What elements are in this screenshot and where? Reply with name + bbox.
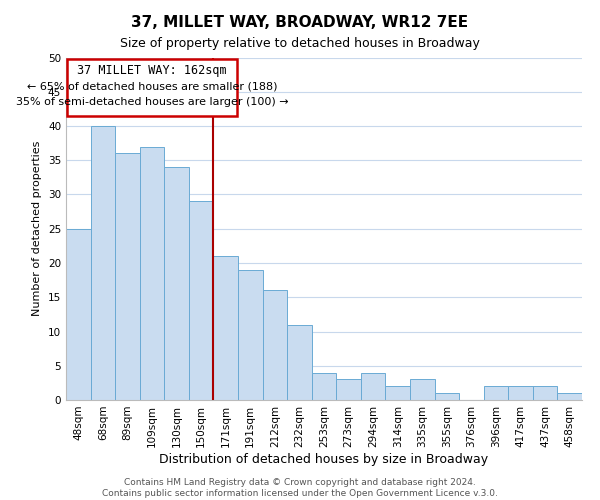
Bar xyxy=(287,324,312,400)
Y-axis label: Number of detached properties: Number of detached properties xyxy=(32,141,43,316)
X-axis label: Distribution of detached houses by size in Broadway: Distribution of detached houses by size … xyxy=(160,452,488,466)
Bar xyxy=(91,126,115,400)
Text: Size of property relative to detached houses in Broadway: Size of property relative to detached ho… xyxy=(120,38,480,51)
Bar xyxy=(66,229,91,400)
Bar xyxy=(508,386,533,400)
Bar xyxy=(312,372,336,400)
Bar xyxy=(385,386,410,400)
Bar xyxy=(557,393,582,400)
Text: 35% of semi-detached houses are larger (100) →: 35% of semi-detached houses are larger (… xyxy=(16,97,289,107)
Bar xyxy=(434,393,459,400)
Bar xyxy=(263,290,287,400)
FancyBboxPatch shape xyxy=(67,59,237,116)
Bar xyxy=(214,256,238,400)
Text: ← 65% of detached houses are smaller (188): ← 65% of detached houses are smaller (18… xyxy=(27,82,277,92)
Bar xyxy=(484,386,508,400)
Text: 37 MILLET WAY: 162sqm: 37 MILLET WAY: 162sqm xyxy=(77,64,227,77)
Bar xyxy=(140,146,164,400)
Bar xyxy=(238,270,263,400)
Text: 37, MILLET WAY, BROADWAY, WR12 7EE: 37, MILLET WAY, BROADWAY, WR12 7EE xyxy=(131,15,469,30)
Bar xyxy=(410,380,434,400)
Bar xyxy=(361,372,385,400)
Bar xyxy=(336,380,361,400)
Bar xyxy=(164,167,189,400)
Bar xyxy=(115,154,140,400)
Bar xyxy=(189,202,214,400)
Text: Contains HM Land Registry data © Crown copyright and database right 2024.
Contai: Contains HM Land Registry data © Crown c… xyxy=(102,478,498,498)
Bar xyxy=(533,386,557,400)
